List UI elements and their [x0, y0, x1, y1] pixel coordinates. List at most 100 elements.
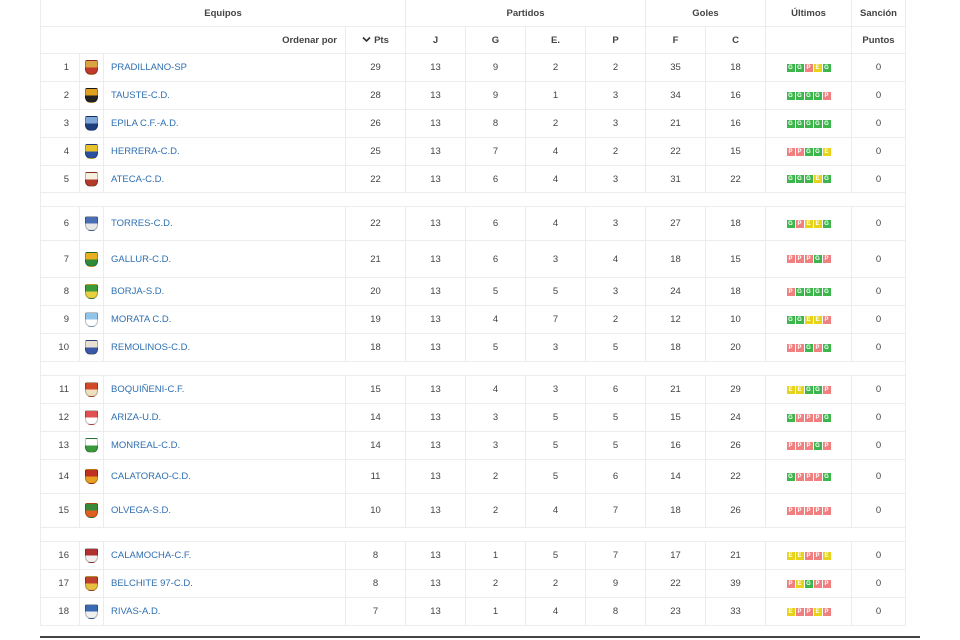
team-goals-against: 18	[706, 278, 766, 305]
team-sanction-points: 0	[852, 432, 906, 459]
result-badge: G	[786, 413, 795, 422]
team-name-link[interactable]: GALLUR-C.D.	[104, 241, 346, 277]
team-lost: 4	[586, 241, 646, 277]
column-e[interactable]: E.	[526, 27, 586, 53]
result-badge: E	[795, 385, 804, 394]
team-name-link[interactable]: ARIZA-U.D.	[104, 404, 346, 431]
team-drawn: 4	[526, 138, 586, 165]
team-name-link[interactable]: CALAMOCHA-C.F.	[104, 542, 346, 569]
team-name-link[interactable]: HERRERA-C.D.	[104, 138, 346, 165]
table-row[interactable]: 10 REMOLINOS-C.D. 18 13 5 3 5 18 20 P P G P G 0	[40, 334, 906, 362]
result-badge: P	[795, 343, 804, 352]
team-won: 9	[466, 82, 526, 109]
table-row[interactable]: 2 TAUSTE-C.D. 28 13 9 1 3 34 16 G G G G P 0	[40, 82, 906, 110]
table-row[interactable]: 11 BOQUIÑENI-C.F. 15 13 4 3 6 21 29 E E G G P 0	[40, 376, 906, 404]
team-name-link[interactable]: ATECA-C.D.	[104, 166, 346, 192]
shield-icon	[85, 171, 98, 187]
team-lost: 5	[586, 334, 646, 361]
sort-pts-button[interactable]: Pts	[346, 27, 406, 53]
shield-icon	[85, 251, 98, 267]
result-badge: G	[786, 63, 795, 72]
team-name-link[interactable]: MORATA C.D.	[104, 306, 346, 333]
team-played: 13	[406, 460, 466, 493]
team-name-link[interactable]: BORJA-S.D.	[104, 278, 346, 305]
team-name-link[interactable]: BOQUIÑENI-C.F.	[104, 376, 346, 403]
team-name-link[interactable]: MONREAL-C.D.	[104, 432, 346, 459]
shield-icon	[85, 382, 98, 397]
table-row[interactable]: 16 CALAMOCHA-C.F. 8 13 1 5 7 17 21 E E P P E 0	[40, 542, 906, 570]
team-name-link[interactable]: TORRES-C.D.	[104, 207, 346, 240]
team-points: 22	[346, 166, 406, 192]
team-name-link[interactable]: CALATORAO-C.D.	[104, 460, 346, 493]
table-row[interactable]: 12 ARIZA-U.D. 14 13 3 5 5 15 24 G P P P G 0	[40, 404, 906, 432]
team-name-link[interactable]: TAUSTE-C.D.	[104, 82, 346, 109]
team-drawn: 3	[526, 334, 586, 361]
team-name-link[interactable]: EPILA C.F.-A.D.	[104, 110, 346, 137]
table-row[interactable]: 3 EPILA C.F.-A.D. 26 13 8 2 3 21 16 G G G G G 0	[40, 110, 906, 138]
team-goals-for: 21	[646, 376, 706, 403]
team-lost: 3	[586, 278, 646, 305]
team-goals-for: 22	[646, 570, 706, 597]
team-points: 8	[346, 570, 406, 597]
team-position: 11	[40, 376, 80, 403]
table-row[interactable]: 8 BORJA-S.D. 20 13 5 5 3 24 18 P G G G G 0	[40, 278, 906, 306]
shield-icon	[85, 604, 98, 619]
team-name-link[interactable]: RIVAS-A.D.	[104, 598, 346, 625]
column-f[interactable]: F	[646, 27, 706, 53]
team-position: 9	[40, 306, 80, 333]
team-drawn: 4	[526, 598, 586, 625]
table-row[interactable]: 15 OLVEGA-S.D. 10 13 2 4 7 18 26 P P P P P 0	[40, 494, 906, 528]
team-won: 8	[466, 110, 526, 137]
result-badge: G	[822, 175, 831, 183]
team-name-link[interactable]: BELCHITE 97-C.D.	[104, 570, 346, 597]
team-won: 2	[466, 570, 526, 597]
result-badge: G	[795, 91, 804, 100]
team-lost: 3	[586, 82, 646, 109]
team-points: 18	[346, 334, 406, 361]
column-c[interactable]: C	[706, 27, 766, 53]
column-ultimos	[766, 27, 852, 53]
table-row[interactable]: 1 PRADILLANO-SP 29 13 9 2 2 35 18 G G P E G 0	[40, 54, 906, 82]
result-badge: P	[804, 63, 813, 72]
team-played: 13	[406, 598, 466, 625]
table-row[interactable]: 17 BELCHITE 97-C.D. 8 13 2 2 9 22 39 P E G P P 0	[40, 570, 906, 598]
result-badge: P	[804, 472, 813, 481]
result-badge: G	[822, 472, 831, 481]
result-badge: P	[786, 343, 795, 352]
team-position: 12	[40, 404, 80, 431]
team-shield-cell	[80, 570, 104, 597]
team-goals-against: 18	[706, 207, 766, 240]
team-goals-against: 24	[706, 404, 766, 431]
team-drawn: 5	[526, 460, 586, 493]
team-played: 13	[406, 241, 466, 277]
team-goals-against: 39	[706, 570, 766, 597]
team-played: 13	[406, 404, 466, 431]
column-j[interactable]: J	[406, 27, 466, 53]
table-row[interactable]: 14 CALATORAO-C.D. 11 13 2 5 6 14 22 G P P P G 0	[40, 460, 906, 494]
result-badge: E	[813, 607, 822, 616]
team-name-link[interactable]: REMOLINOS-C.D.	[104, 334, 346, 361]
table-row[interactable]: 18 RIVAS-A.D. 7 13 1 4 8 23 33 E P P E P 0	[40, 598, 906, 626]
table-row[interactable]: 13 MONREAL-C.D. 14 13 3 5 5 16 26 P P P G P 0	[40, 432, 906, 460]
table-row[interactable]: 6 TORRES-C.D. 22 13 6 4 3 27 18 G P E E G 0	[40, 207, 906, 241]
result-badge: P	[795, 219, 804, 228]
column-p[interactable]: P	[586, 27, 646, 53]
team-name-link[interactable]: OLVEGA-S.D.	[104, 494, 346, 527]
table-row[interactable]: 7 GALLUR-C.D. 21 13 6 3 4 18 15 P P P G P 0	[40, 241, 906, 278]
table-row[interactable]: 4 HERRERA-C.D. 25 13 7 4 2 22 15 P P G G E 0	[40, 138, 906, 166]
team-played: 13	[406, 334, 466, 361]
table-row[interactable]: 9 MORATA C.D. 19 13 4 7 2 12 10 G G E E P 0	[40, 306, 906, 334]
column-g[interactable]: G	[466, 27, 526, 53]
group-separator	[40, 193, 906, 207]
table-row[interactable]: 5 ATECA-C.D. 22 13 6 4 3 31 22 G G G E G 0	[40, 166, 906, 193]
team-won: 3	[466, 432, 526, 459]
result-badge: G	[813, 287, 822, 296]
result-badge: E	[786, 385, 795, 394]
team-lost: 5	[586, 432, 646, 459]
team-name-link[interactable]: PRADILLANO-SP	[104, 54, 346, 81]
shield-icon	[85, 144, 98, 159]
team-drawn: 5	[526, 404, 586, 431]
